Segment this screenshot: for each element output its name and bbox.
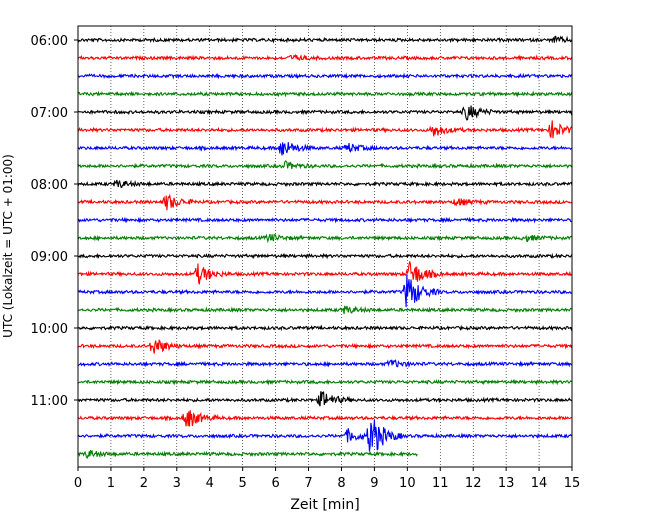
trace-line [77,419,573,452]
x-tick-label: 14 [531,476,548,491]
trace-line [77,105,573,121]
x-tick-label: 7 [304,476,312,491]
y-tick-label: 11:00 [31,394,68,409]
y-axis-label: UTC (Lokalzeit = UTC + 01:00) [1,154,15,338]
x-tick-label: 11 [432,476,449,491]
x-tick-label: 5 [239,476,247,491]
x-tick-label: 10 [399,476,416,491]
trace-line [77,339,573,354]
x-tick-label: 6 [271,476,279,491]
trace-line [77,120,573,139]
trace-line [77,35,573,44]
plot-frame [77,25,573,468]
x-tick-label: 12 [465,476,482,491]
x-tick-label: 1 [107,476,115,491]
y-tick-label: 10:00 [31,322,68,337]
trace-line [77,391,573,407]
y-tick-label: 06:00 [31,34,68,49]
x-tick-label: 13 [498,476,515,491]
trace-line [77,252,573,260]
x-tick-label: 0 [74,476,82,491]
trace-line [77,359,573,368]
trace-line [77,305,573,315]
x-axis: 0 1 2 3 4 5 6 7 8 9 10 11 12 13 14 15 [74,467,580,491]
x-tick-label: 15 [564,476,581,491]
trace-line [77,216,573,224]
trace-line [77,142,573,156]
seismogram-traces [77,35,573,460]
trace-line [77,53,573,62]
trace-line [77,72,573,80]
x-tick-label: 8 [337,476,345,491]
x-axis-label: Zeit [min] [290,497,359,513]
trace-line [77,90,573,98]
trace-line [77,233,573,244]
trace-line [77,449,418,460]
y-axis: 06:00 07:00 08:00 09:00 10:00 11:00 [31,34,78,409]
x-tick-label: 3 [173,476,181,491]
trace-line [77,378,573,386]
trace-line [77,324,573,332]
trace-line [77,179,573,189]
trace-line [77,274,573,308]
y-tick-label: 09:00 [31,250,68,265]
trace-line [77,160,573,170]
trace-line [77,410,573,427]
trace-line [77,261,573,285]
x-tick-label: 2 [140,476,148,491]
plot-background [78,26,572,467]
trace-line [77,193,573,211]
x-tick-label: 4 [206,476,214,491]
x-tick-label: 9 [370,476,378,491]
y-tick-label: 08:00 [31,178,68,193]
y-tick-label: 07:00 [31,106,68,121]
